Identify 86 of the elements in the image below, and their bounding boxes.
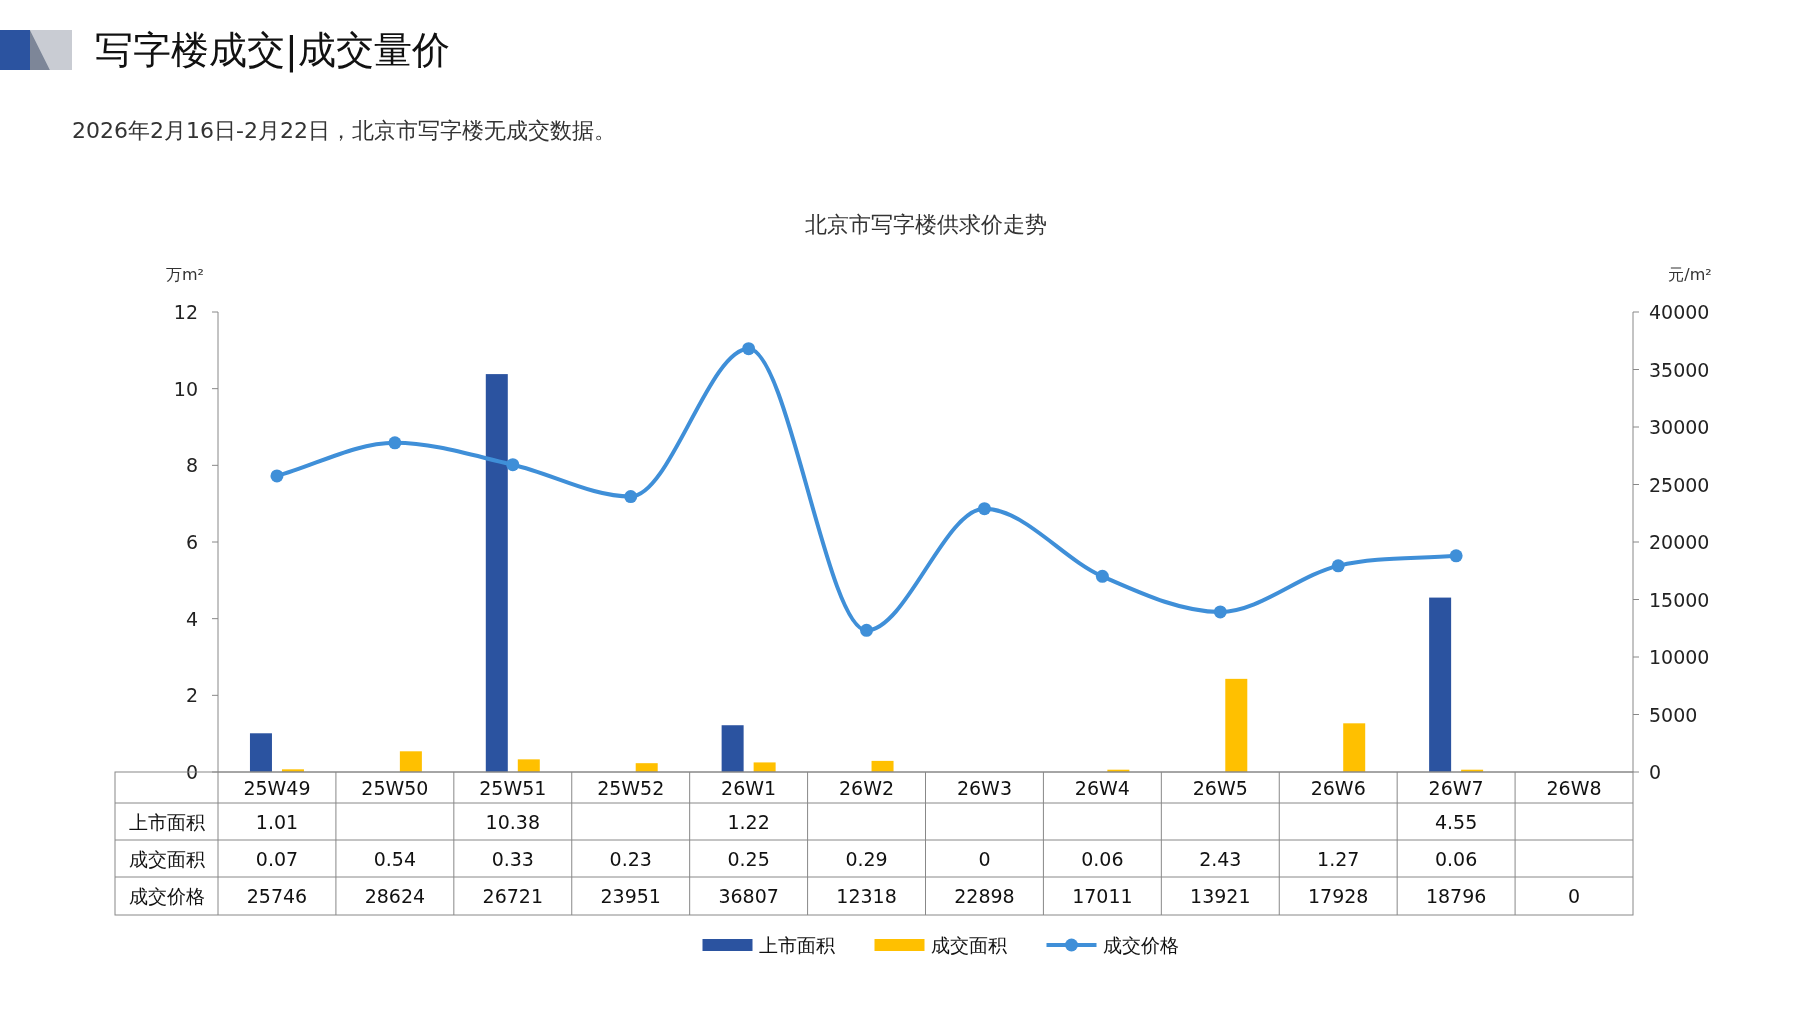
data-label: 0.33 xyxy=(491,847,534,870)
y-tick-label: 6 xyxy=(185,531,198,553)
y2-tick-label: 20000 xyxy=(1649,531,1710,553)
x-tick-label: 26W4 xyxy=(1074,777,1130,799)
y2-tick-label: 30000 xyxy=(1649,416,1710,438)
bar xyxy=(1429,597,1452,772)
data-label: 0 xyxy=(978,847,991,870)
y-tick-label: 12 xyxy=(173,301,198,323)
chart-title: 北京市写字楼供求价走势 xyxy=(804,212,1047,237)
data-label: 10.38 xyxy=(485,810,540,833)
bar xyxy=(485,374,508,772)
y2-tick-label: 25000 xyxy=(1649,473,1710,496)
y2-tick-label: 35000 xyxy=(1649,358,1710,381)
text: 2026年2月16日-2月22日，北京市写字楼无成交数据。 xyxy=(72,118,616,143)
data-label: 0.06 xyxy=(1434,847,1478,870)
bar xyxy=(249,733,272,772)
text: 成交价格 xyxy=(128,885,205,907)
data-label: 1.27 xyxy=(1317,847,1360,870)
data-label: 17011 xyxy=(1072,885,1133,907)
point xyxy=(1331,559,1345,573)
y2-tick-label: 15000 xyxy=(1649,588,1710,611)
data-label: 0.06 xyxy=(1081,847,1124,870)
data-label: 13921 xyxy=(1190,885,1251,907)
y2-tick-label: 40000 xyxy=(1649,301,1710,323)
data-label: 26721 xyxy=(482,885,544,907)
y2-tick-label: 10000 xyxy=(1649,646,1710,668)
y-tick-label: 8 xyxy=(185,454,198,477)
data-label: 4.55 xyxy=(1434,810,1478,833)
point xyxy=(388,436,402,450)
bar xyxy=(721,725,744,772)
data-label: 18796 xyxy=(1425,885,1487,907)
point xyxy=(506,458,520,472)
data-label: 2.43 xyxy=(1199,847,1242,870)
bar xyxy=(1343,723,1366,772)
x-tick-label: 25W51 xyxy=(479,777,547,799)
y-axis-title: 万m² xyxy=(166,265,204,284)
legend-label: 上市面积 xyxy=(758,934,835,956)
text: 上市面积 xyxy=(128,810,205,833)
data-label: 28624 xyxy=(364,885,426,907)
data-label: 17928 xyxy=(1307,885,1369,907)
point xyxy=(1213,605,1227,619)
x-tick-label: 26W5 xyxy=(1192,777,1248,799)
x-tick-label: 26W3 xyxy=(956,777,1012,799)
data-label: 0.07 xyxy=(255,847,299,870)
data-label: 12318 xyxy=(836,885,897,907)
legend-label: 成交价格 xyxy=(1102,934,1179,956)
data-label: 25746 xyxy=(246,885,308,907)
bar xyxy=(399,751,422,772)
text: 成交面积 xyxy=(128,847,205,870)
y-tick-label: 0 xyxy=(185,761,198,783)
point xyxy=(1449,549,1463,563)
data-label: 0.23 xyxy=(609,847,652,870)
y-tick-label: 2 xyxy=(185,684,198,707)
y2-tick-label: 5000 xyxy=(1649,703,1698,726)
x-tick-label: 25W52 xyxy=(597,777,665,799)
data-label: 0.29 xyxy=(845,847,888,870)
data-label: 0.54 xyxy=(373,847,417,870)
x-tick-label: 25W49 xyxy=(243,777,311,799)
point xyxy=(624,490,638,504)
point xyxy=(860,623,874,637)
y-tick-label: 4 xyxy=(185,607,198,630)
y2-axis-title: 元/m² xyxy=(1668,265,1712,284)
point xyxy=(270,469,284,483)
x-tick-label: 26W7 xyxy=(1428,777,1484,799)
x-tick-label: 26W2 xyxy=(839,777,895,799)
y-tick-label: 10 xyxy=(173,377,198,400)
x-tick-label: 26W8 xyxy=(1546,777,1602,799)
data-label: 1.22 xyxy=(727,810,770,833)
y2-tick-label: 0 xyxy=(1649,761,1662,783)
data-label: 0.25 xyxy=(727,847,770,870)
data-label: 1.01 xyxy=(255,810,299,833)
text: 0 xyxy=(1567,885,1581,907)
data-label: 23951 xyxy=(600,885,661,907)
x-tick-label: 25W50 xyxy=(361,777,429,799)
bar xyxy=(871,760,894,772)
data-label: 22898 xyxy=(954,885,1015,907)
point xyxy=(742,342,756,356)
bar xyxy=(1225,678,1248,772)
text: 写字楼成交|成交量价 xyxy=(95,28,450,73)
data-label: 36807 xyxy=(718,885,779,907)
x-tick-label: 26W1 xyxy=(721,777,777,799)
legend-label: 成交面积 xyxy=(930,934,1007,956)
point xyxy=(977,502,991,516)
x-tick-label: 26W6 xyxy=(1310,777,1366,799)
point xyxy=(1095,569,1109,583)
bar xyxy=(517,759,540,772)
